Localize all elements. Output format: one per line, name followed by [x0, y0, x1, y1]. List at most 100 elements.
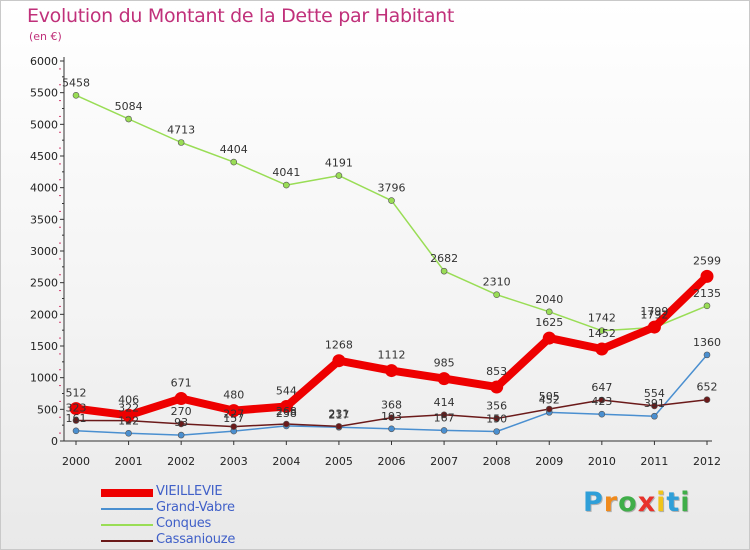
x-tick-label: 2008 [483, 455, 511, 468]
data-point [703, 351, 711, 359]
data-point [545, 405, 553, 413]
x-tick-label: 2002 [167, 455, 195, 468]
data-point [335, 423, 343, 430]
data-label: 512 [66, 387, 87, 400]
data-point [332, 354, 346, 368]
x-tick-label: 2007 [430, 455, 458, 468]
x-tick-label: 2003 [220, 455, 248, 468]
data-label: 2682 [430, 252, 458, 265]
data-label: 1625 [535, 316, 563, 329]
legend-swatch [101, 524, 153, 526]
data-point [493, 428, 500, 435]
data-label: 4041 [272, 166, 300, 179]
data-label: 647 [591, 381, 612, 394]
data-point [545, 308, 553, 316]
data-label: 167 [434, 411, 455, 424]
proxiti-logo: Proxiti [583, 487, 691, 518]
y-tick-label: 2000 [30, 308, 58, 321]
data-point [335, 172, 343, 179]
legend-label: Grand-Vabre [156, 500, 235, 515]
data-label: 4713 [167, 124, 195, 137]
x-tick-label: 2012 [693, 455, 721, 468]
data-label: 5458 [62, 76, 90, 89]
data-point [227, 404, 241, 418]
logo-letter: r [603, 487, 619, 518]
legend-item: Conques [101, 516, 361, 533]
data-point [72, 92, 80, 99]
data-label: 452 [539, 393, 560, 406]
y-tick-label: 4500 [30, 150, 58, 163]
data-point [598, 396, 606, 404]
legend-swatch [101, 540, 153, 542]
data-label: 1268 [325, 339, 353, 352]
data-point [440, 411, 448, 419]
x-tick-label: 2001 [115, 455, 143, 468]
data-point [125, 115, 132, 123]
data-point [651, 402, 658, 410]
logo-letter: x [637, 487, 657, 518]
data-label: 323 [66, 402, 87, 415]
data-label: 1792 [640, 309, 668, 322]
data-point [440, 267, 448, 275]
data-label: 217 [328, 408, 349, 421]
data-point [174, 392, 188, 406]
data-label: 2310 [483, 276, 511, 289]
data-point [283, 181, 290, 189]
data-label: 1452 [588, 327, 616, 340]
data-label: 4404 [220, 143, 248, 156]
data-label: 3796 [378, 182, 406, 195]
data-label: 268 [276, 405, 297, 418]
data-label: 1742 [588, 312, 616, 325]
data-point [177, 431, 185, 439]
chart-title: Evolution du Montant de la Dette par Hab… [27, 5, 455, 27]
data-label: 1112 [378, 349, 406, 362]
data-label: 652 [697, 381, 718, 394]
x-tick-label: 2006 [378, 455, 406, 468]
data-point [703, 396, 711, 404]
data-label: 4191 [325, 157, 353, 170]
data-label: 853 [486, 365, 507, 378]
data-label: 270 [171, 405, 192, 418]
legend-label: Cassaniouze [156, 532, 236, 547]
logo-letter: o [618, 487, 638, 518]
data-label: 157 [223, 412, 244, 425]
x-tick-label: 2011 [640, 455, 668, 468]
data-point [598, 327, 606, 334]
data-label: 2135 [693, 287, 721, 300]
data-point [700, 269, 714, 283]
data-point [69, 402, 83, 416]
data-point [437, 372, 451, 386]
y-tick-label: 3000 [30, 245, 58, 258]
data-label: 93 [174, 416, 188, 429]
data-point [703, 302, 711, 310]
data-label: 1799 [640, 305, 668, 318]
data-point [385, 364, 398, 378]
data-point [490, 380, 504, 394]
y-tick-label: 0 [51, 435, 58, 448]
legend-swatch [101, 489, 153, 497]
data-point [177, 139, 185, 146]
chart-unit-label: (en €) [29, 30, 62, 43]
data-point [493, 415, 500, 422]
data-point [440, 427, 448, 434]
data-label: 227 [223, 408, 244, 421]
data-label: 671 [171, 377, 192, 390]
logo-letter: i [680, 487, 691, 518]
data-label: 2599 [693, 254, 721, 267]
data-point [493, 291, 500, 299]
data-label: 554 [644, 387, 665, 400]
logo-letter: t [666, 487, 681, 518]
y-tick-label: 5000 [30, 118, 58, 131]
legend: VIEILLEVIE Grand-Vabre Conques Cassaniouze [101, 484, 361, 549]
data-label: 423 [591, 395, 612, 408]
data-label: 193 [381, 410, 402, 423]
data-point [595, 342, 609, 356]
x-tick-label: 2005 [325, 455, 353, 468]
data-label: 322 [118, 402, 139, 415]
data-point [177, 420, 185, 428]
data-point [598, 410, 606, 418]
x-tick-label: 2009 [535, 455, 563, 468]
data-point [651, 412, 658, 420]
legend-label: Conques [156, 516, 212, 531]
